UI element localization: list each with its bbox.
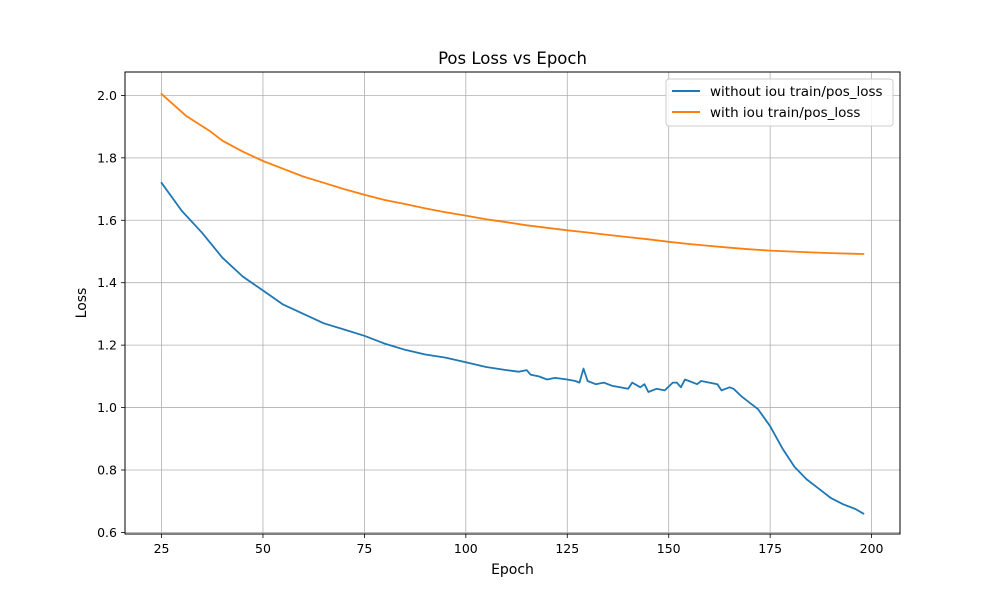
plot-frame: [124, 71, 901, 535]
legend-label-with-iou: with iou train/pos_loss: [710, 105, 860, 121]
legend: without iou train/pos_loss with iou trai…: [665, 78, 894, 127]
x-tick-label: 150: [657, 541, 681, 556]
y-tick-label: 0.8: [97, 463, 117, 478]
x-tick-label: 50: [255, 541, 271, 556]
series-line-without-iou: [160, 181, 865, 515]
y-tick-label: 1.6: [97, 213, 117, 228]
x-axis-label: Epoch: [491, 562, 534, 578]
grid: [125, 72, 900, 534]
x-tick-label: 25: [154, 541, 170, 556]
x-tick-label: 175: [758, 541, 782, 556]
y-tick-label: 1.0: [97, 400, 117, 415]
x-tick-label: 200: [860, 541, 884, 556]
y-tick-label: 0.6: [97, 525, 117, 540]
legend-label-without-iou: without iou train/pos_loss: [710, 84, 883, 100]
y-tick-label: 1.2: [97, 338, 117, 353]
axis-ticks: 25 50 75 100 125 150 175 200 0.6 0.8 1.0 1.2 1.4 1.6 1…: [97, 88, 883, 556]
series-lines: [160, 93, 865, 515]
x-tick-label: 125: [555, 541, 579, 556]
y-tick-label: 1.4: [97, 275, 117, 290]
chart-title: Pos Loss vs Epoch: [438, 49, 587, 68]
x-tick-label: 75: [356, 541, 372, 556]
y-axis-label: Loss: [74, 288, 90, 319]
legend-box: [665, 78, 894, 127]
y-tick-label: 1.8: [97, 150, 117, 165]
x-tick-label: 100: [454, 541, 478, 556]
y-tick-label: 2.0: [97, 88, 117, 103]
series-line-with-iou: [160, 93, 865, 255]
